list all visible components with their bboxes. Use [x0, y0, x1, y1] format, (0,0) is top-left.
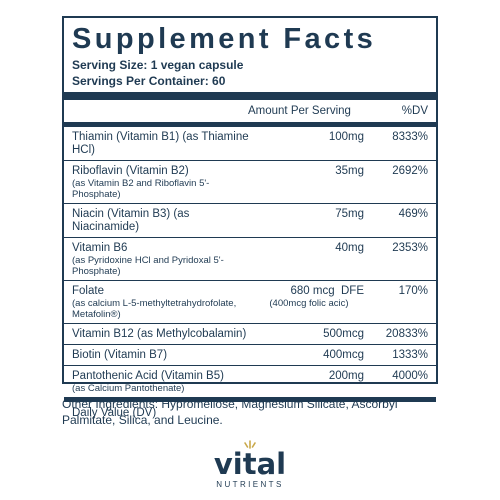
- nutrient-row: Riboflavin (Vitamin B2) (as Vitamin B2 an…: [64, 160, 436, 203]
- nutrient-dv: 170%: [398, 285, 428, 297]
- nutrient-row: Biotin (Vitamin B7) 400mcg 1333%: [64, 344, 436, 365]
- serving-size: Serving Size: 1 vegan capsule: [72, 58, 244, 72]
- nutrient-name: Vitamin B6: [72, 242, 128, 254]
- nutrient-amount: 35mg: [335, 165, 364, 177]
- thick-divider: [64, 92, 436, 100]
- nutrient-amount: 75mg: [335, 208, 364, 220]
- nutrient-dv: 8333%: [392, 131, 428, 143]
- brand-logo: vital NUTRIENTS: [200, 440, 300, 497]
- nutrient-dv: 20833%: [385, 328, 428, 340]
- table-header: Amount Per Serving %DV: [72, 100, 428, 122]
- nutrient-dv: 1333%: [392, 349, 428, 361]
- nutrient-amount: 200mg: [328, 370, 364, 382]
- nutrient-dv: 469%: [398, 208, 428, 220]
- bottom-divider: [64, 397, 436, 402]
- nutrient-amount: 500mcg: [323, 328, 364, 340]
- nutrient-source: (as calcium L-5-methyltetrahydrofolate, …: [72, 298, 237, 320]
- amount-header: Amount Per Serving: [248, 105, 351, 117]
- nutrient-source: (as Calcium Pantothenate): [72, 383, 185, 394]
- nutrient-name: Thiamin (Vitamin B1) (as Thiamine HCl): [72, 131, 249, 156]
- nutrient-source: (as Pyridoxine HCl and Pyridoxal 5'-Phos…: [72, 255, 224, 277]
- nutrient-row: Niacin (Vitamin B3) (as Niacinamide) 75mg…: [64, 203, 436, 237]
- nutrient-amount: 400mcg: [323, 349, 364, 361]
- nutrient-dv: 4000%: [392, 370, 428, 382]
- nutrient-row: Folate (as calcium L-5-methyltetrahydrofo…: [64, 280, 436, 323]
- logo-subtitle: NUTRIENTS: [216, 480, 284, 489]
- panel-title: Supplement Facts: [72, 23, 377, 55]
- nutrient-amount: 680 mcg DFE: [290, 285, 365, 297]
- logo-wordmark: vital: [213, 447, 287, 481]
- nutrient-amount: 40mg: [335, 242, 364, 254]
- nutrient-row: Thiamin (Vitamin B1) (as Thiamine HCl) 10…: [64, 127, 436, 160]
- header-divider: [64, 122, 436, 127]
- sparkle-icon: [244, 440, 256, 449]
- nutrient-amount-note: (400mcg folic acic): [269, 298, 349, 309]
- nutrient-row: Vitamin B6 (as Pyridoxine HCl and Pyridox…: [64, 237, 436, 280]
- nutrient-name: Folate: [72, 285, 104, 297]
- nutrient-row: Vitamin B12 (as Methylcobalamin) 500mcg 20…: [64, 323, 436, 344]
- other-ingredients: Other Ingredients: Hypromellose, Magnesi…: [62, 397, 398, 427]
- nutrient-row: Pantothenic Acid (Vitamin B5) (as Calcium…: [64, 365, 436, 397]
- nutrient-source: (as Vitamin B2 and Riboflavin 5'-Phospha…: [72, 178, 210, 200]
- nutrient-table: Thiamin (Vitamin B1) (as Thiamine HCl) 10…: [64, 127, 436, 397]
- nutrient-dv: 2692%: [392, 165, 428, 177]
- nutrient-dv: 2353%: [392, 242, 428, 254]
- nutrient-name: Vitamin B12 (as Methylcobalamin): [72, 328, 247, 340]
- dv-header: %DV: [401, 105, 428, 117]
- dv-note: Daily Value (DV): [72, 407, 157, 419]
- nutrient-name: Biotin (Vitamin B7): [72, 349, 168, 361]
- nutrient-amount: 100mg: [328, 131, 364, 143]
- nutrient-name: Riboflavin (Vitamin B2): [72, 165, 189, 177]
- nutrient-name: Niacin (Vitamin B3) (as Niacinamide): [72, 208, 190, 233]
- nutrient-name: Pantothenic Acid (Vitamin B5): [72, 370, 224, 382]
- servings-per-container: Servings Per Container: 60: [72, 74, 226, 88]
- supplement-facts-panel: Supplement Facts Serving Size: 1 vegan c…: [62, 16, 438, 419]
